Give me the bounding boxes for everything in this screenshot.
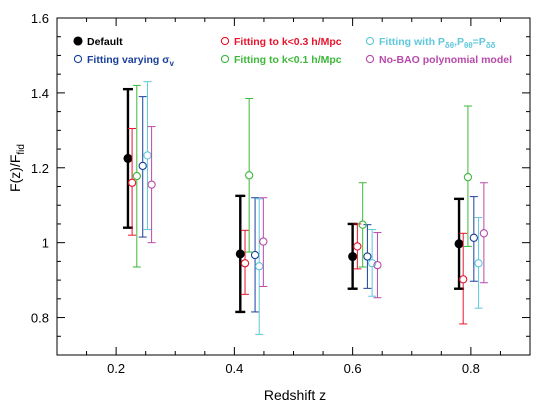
data-point (240, 259, 250, 268)
data-point (353, 242, 362, 251)
series-5 (147, 126, 489, 299)
legend-marker (73, 54, 83, 64)
data-point (454, 239, 464, 249)
legend-label-part: θθ (464, 41, 473, 50)
series-3 (132, 84, 473, 268)
series-4 (143, 81, 483, 335)
data-point (235, 249, 245, 259)
legend-marker (365, 36, 375, 46)
data-point (245, 171, 254, 180)
x-tick-label: 0.8 (462, 361, 480, 376)
data-point (469, 233, 478, 242)
data-point (363, 252, 372, 261)
y-tick-label: 1 (42, 236, 49, 251)
data-point (367, 259, 377, 268)
data-point (127, 178, 137, 187)
y-axis-label-main: F(z)/F (7, 155, 23, 192)
legend-label: Fitting to k<0.3 h/Mpc (234, 36, 342, 48)
legend-label-part: No-BAO polynomial model (379, 54, 512, 66)
data-point (463, 172, 473, 182)
legend-label: No-BAO polynomial model (379, 54, 512, 66)
data-point (138, 161, 147, 171)
series-layer (122, 81, 489, 335)
y-axis-label-subscript: fid (16, 144, 27, 155)
legend: Default Fitting varying σv Fitting to k<0.… (73, 36, 512, 68)
data-point (358, 220, 367, 229)
legend-label: Fitting varying σv (87, 54, 174, 68)
x-axis-label: Redshift z (264, 387, 326, 403)
legend-label-part: Default (87, 36, 123, 48)
data-point (143, 151, 152, 160)
legend-label: Default (87, 36, 123, 48)
y-tick-label: 1.2 (31, 161, 49, 176)
data-point (147, 180, 156, 189)
legend-label-part: Fitting to k<0.1 h/Mpc (234, 54, 342, 66)
data-point (259, 237, 268, 246)
legend-marker (365, 54, 375, 64)
x-tick-label: 0.6 (344, 361, 362, 376)
legend-label-part: δθ (445, 41, 454, 50)
x-tick-label: 0.2 (107, 361, 125, 376)
legend-marker (73, 36, 83, 46)
legend-label-part: v (169, 59, 174, 68)
series-2 (127, 127, 468, 325)
legend-label: Fitting to k<0.1 h/Mpc (234, 54, 342, 66)
data-point (459, 275, 468, 284)
data-point (250, 250, 260, 260)
legend-marker (220, 36, 230, 46)
y-tick-label: 1.4 (31, 86, 49, 101)
y-axis-label: F(z)/Ffid (7, 144, 27, 192)
legend-marker (220, 54, 230, 64)
legend-label-part: ,P (454, 36, 464, 48)
data-point (474, 259, 483, 268)
y-tick-label: 1.6 (31, 11, 49, 26)
ticks: 0.2 0.4 0.6 0.8 0.8 1 1.2 1.4 1.6 (31, 11, 530, 376)
data-point (132, 171, 141, 181)
series-0 (122, 87, 465, 314)
x-tick-label: 0.4 (225, 361, 243, 376)
y-tick-label: 0.8 (31, 311, 49, 326)
data-point (479, 229, 489, 238)
legend-label-part: =P (473, 36, 486, 48)
data-point (255, 262, 264, 271)
legend-label: Fitting with Pδθ,Pθθ=Pδδ (379, 36, 496, 50)
legend-label-part: δδ (486, 41, 496, 50)
data-point (373, 260, 382, 270)
data-point (123, 153, 133, 163)
data-point (348, 252, 358, 262)
legend-label-part: Fitting to k<0.3 h/Mpc (234, 36, 342, 48)
series-1 (138, 96, 478, 313)
legend-label-part: Fitting with P (379, 36, 445, 48)
legend-label-part: Fitting varying σ (87, 54, 169, 66)
